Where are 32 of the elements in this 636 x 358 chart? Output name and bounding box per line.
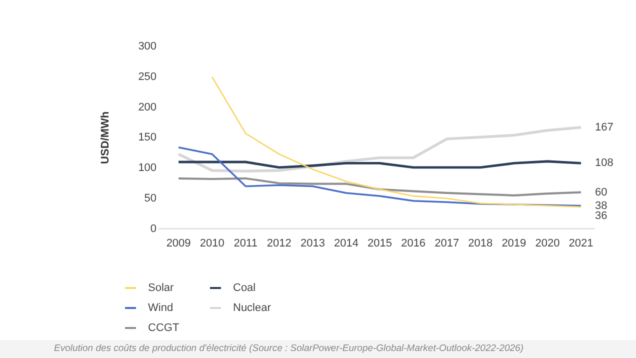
- y-tick-label: 150: [138, 132, 157, 144]
- x-tick-label: 2020: [535, 237, 560, 250]
- data-label: 167: [595, 121, 614, 134]
- x-tick-label: 2016: [401, 237, 426, 250]
- y-axis-title: USD/MWh: [100, 111, 112, 164]
- x-tick-label: 2012: [266, 237, 292, 250]
- data-label: 60: [595, 186, 608, 198]
- y-tick-label: 50: [144, 192, 157, 204]
- data-label: 38: [595, 200, 608, 212]
- y-tick-label: 300: [138, 40, 157, 53]
- y-tick-label: 250: [138, 71, 157, 83]
- x-tick-label: 2009: [166, 237, 191, 250]
- legend-label: CCGT: [148, 322, 180, 334]
- x-tick-label: 2011: [234, 237, 258, 250]
- legend-label: Nuclear: [233, 302, 271, 314]
- y-tick-label: 0: [150, 222, 157, 235]
- x-tick-label: 2018: [468, 237, 493, 250]
- data-label: 108: [595, 157, 614, 170]
- text: Evolution des coûts de production d'électricité (Source : SolarPower-Europe-Global-Market-Outlook-2022-2026): [0, 340, 636, 358]
- x-tick-label: 2015: [368, 237, 392, 250]
- legend-label: Coal: [233, 282, 256, 294]
- x-tick-label: 2019: [502, 237, 526, 250]
- x-tick-label: 2013: [300, 237, 325, 250]
- x-tick-label: 2017: [434, 237, 460, 250]
- data-label: 36: [595, 210, 608, 222]
- y-tick-label: 200: [138, 101, 157, 114]
- x-tick-label: 2014: [334, 237, 358, 250]
- legend-label: Wind: [148, 302, 174, 314]
- x-tick-label: 2010: [200, 237, 224, 250]
- y-tick-label: 100: [138, 162, 157, 174]
- legend-label: Solar: [148, 282, 174, 294]
- x-tick-label: 2021: [568, 237, 594, 250]
